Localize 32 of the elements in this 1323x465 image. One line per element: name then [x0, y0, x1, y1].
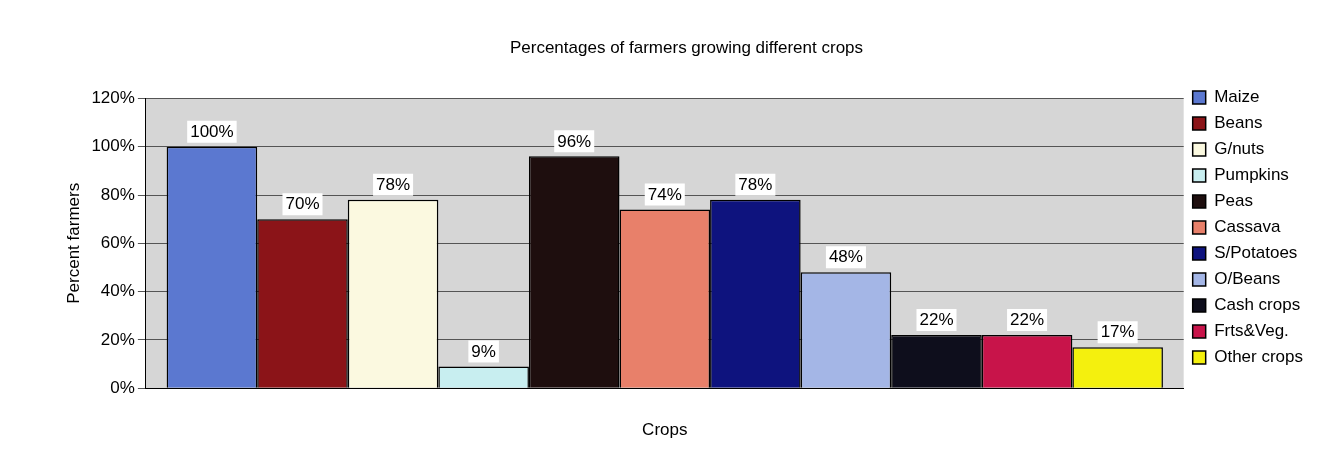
data-label: 70% — [285, 194, 320, 214]
legend-label: O/Beans — [1214, 269, 1281, 289]
y-tick-label: 0% — [110, 377, 135, 397]
chart-title: Percentages of farmers growing different crops — [509, 37, 864, 57]
legend-label: Beans — [1214, 113, 1263, 133]
data-label: 22% — [919, 310, 954, 330]
data-label: 22% — [1010, 310, 1045, 330]
legend-label: Other crops — [1214, 347, 1303, 367]
legend-label: G/nuts — [1214, 139, 1265, 159]
y-tick-label: 120% — [91, 88, 135, 108]
data-label: 78% — [738, 175, 773, 195]
data-label: 17% — [1100, 322, 1135, 342]
data-label: 100% — [190, 121, 234, 141]
y-tick-label: 100% — [91, 136, 135, 156]
data-label: 48% — [828, 247, 863, 267]
y-axis-title: Percent farmers — [63, 182, 83, 304]
y-tick-label: 60% — [100, 232, 135, 252]
legend-label: Cash crops — [1214, 295, 1301, 315]
legend-label: Cassava — [1214, 217, 1281, 237]
data-label: 9% — [471, 341, 496, 361]
legend-label: Maize — [1214, 87, 1260, 107]
y-tick-label: 80% — [100, 184, 135, 204]
y-tick-label: 20% — [100, 329, 135, 349]
data-label: 96% — [557, 131, 592, 151]
legend-label: Frts&Veg. — [1214, 321, 1289, 341]
data-label: 74% — [647, 184, 682, 204]
data-label: 78% — [376, 175, 411, 195]
legend-label: Pumpkins — [1214, 165, 1289, 185]
legend-label: S/Potatoes — [1214, 243, 1298, 263]
legend-label: Peas — [1214, 191, 1253, 211]
y-tick-label: 40% — [100, 281, 135, 301]
x-axis-title: Crops — [642, 420, 688, 440]
